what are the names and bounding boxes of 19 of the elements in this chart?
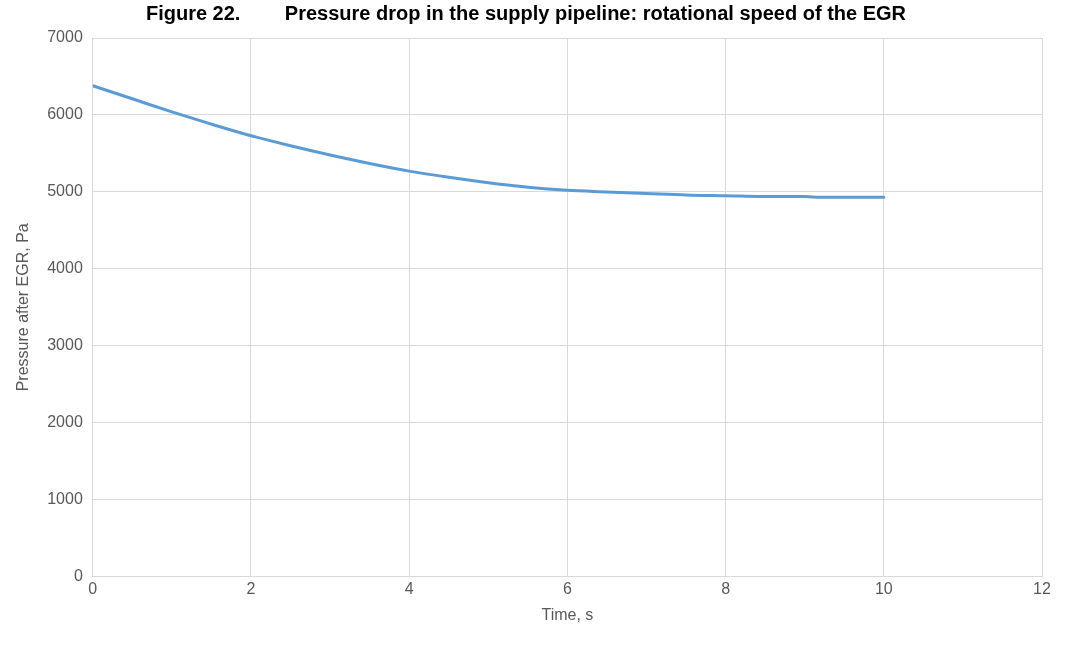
x-tick-label: 8 <box>721 579 731 597</box>
x-tick-label: 2 <box>246 579 256 597</box>
y-tick-label: 1000 <box>47 490 83 508</box>
y-tick-label: 6000 <box>47 105 83 123</box>
y-tick-label: 2000 <box>47 413 83 431</box>
x-tick-label: 0 <box>88 579 98 597</box>
y-tick-label: 5000 <box>47 182 83 200</box>
x-axis-title: Time, s <box>541 605 594 623</box>
x-tick-label: 4 <box>404 579 414 597</box>
y-tick-label: 3000 <box>47 336 83 354</box>
line-series <box>92 84 886 199</box>
y-axis-title: Pressure after EGR, Pa <box>14 223 32 392</box>
y-tick-label: 7000 <box>47 28 83 46</box>
chart-title: Figure 22. Pressure drop in the supply pipeline: rotational speed of the EGR <box>145 1 907 24</box>
x-tick-label: 6 <box>562 579 572 597</box>
y-tick-label: 0 <box>73 567 83 585</box>
y-tick-label: 4000 <box>47 259 83 277</box>
x-tick-label: 10 <box>874 579 893 597</box>
x-tick-label: 12 <box>1033 579 1051 597</box>
